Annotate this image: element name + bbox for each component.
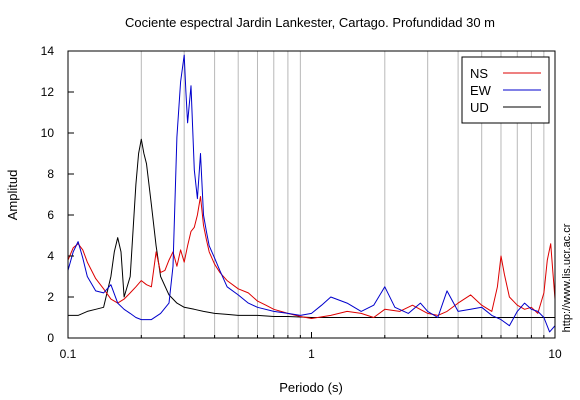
y-tick-label: 2 [47,290,54,304]
x-tick-label: 10 [548,347,562,361]
legend: NS EW UD [461,56,550,124]
series-line-ns [67,196,556,319]
y-tick-label: 14 [41,44,55,58]
chart-title: Cociente espectral Jardin Lankester, Car… [125,15,495,30]
legend-label-ns: NS [470,66,488,81]
y-tick-label: 4 [47,249,54,263]
y-axis-label: Amplitud [5,170,20,221]
y-tick-label: 0 [47,331,54,345]
x-tick-label: 0.1 [60,347,77,361]
legend-label-ew: EW [470,83,492,98]
series-layer [67,54,556,333]
y-tick-label: 10 [41,126,55,140]
watermark-url: http://www.lis.ucr.ac.cr [561,223,573,332]
axis-ticks: 0.1 1 10 0 2 4 6 8 10 12 14 [41,44,562,361]
y-tick-label: 12 [41,85,55,99]
y-tick-label: 8 [47,167,54,181]
x-tick-label: 1 [308,347,315,361]
legend-label-ud: UD [470,100,489,115]
x-axis-label: Periodo (s) [279,380,343,395]
series-line-ew [67,54,556,333]
series-line-ud [68,138,555,318]
y-tick-label: 6 [47,208,54,222]
